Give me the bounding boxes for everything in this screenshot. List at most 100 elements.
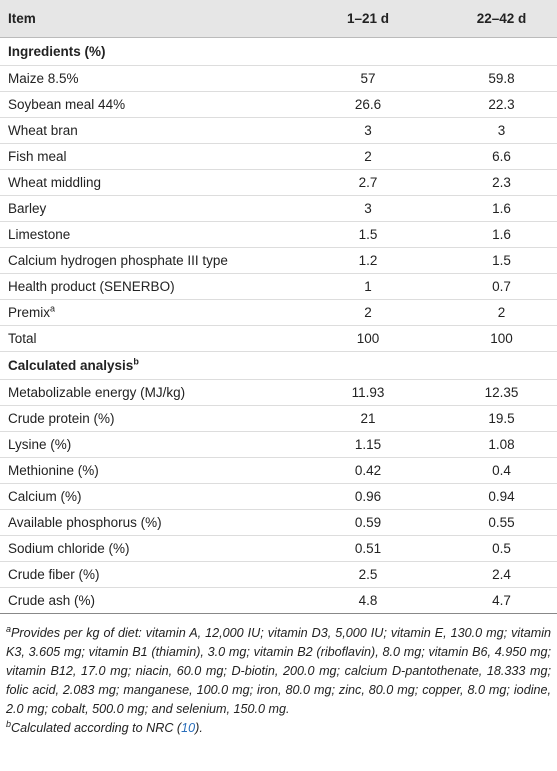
item-text: Premix xyxy=(8,305,51,320)
data-row: Barley 3 1.6 xyxy=(0,195,557,222)
item-cell: Barley xyxy=(0,195,290,222)
data-row: Wheat bran 3 3 xyxy=(0,117,557,144)
value-cell: 0.59 xyxy=(290,509,446,536)
data-row: Sodium chloride (%) 0.51 0.5 xyxy=(0,535,557,562)
section-title-text: Calculated analysis xyxy=(8,358,134,373)
item-cell: Calcium (%) xyxy=(0,483,290,510)
item-text: Wheat bran xyxy=(8,123,78,138)
footnote-marker: b xyxy=(6,718,12,729)
item-text: Crude protein (%) xyxy=(8,411,115,426)
item-cell: Methionine (%) xyxy=(0,457,290,484)
value-cell: 2.4 xyxy=(446,561,557,588)
value-cell: 6.6 xyxy=(446,143,557,170)
value-cell: 0.7 xyxy=(446,273,557,300)
header-cell: Item xyxy=(0,0,290,38)
footnote-text: ). xyxy=(195,721,203,735)
header-row: Item 1–21 d 22–42 d xyxy=(0,0,557,38)
item-text: Limestone xyxy=(8,227,71,242)
value-cell: 0.5 xyxy=(446,535,557,562)
data-row: Metabolizable energy (MJ/kg) 11.93 12.35 xyxy=(0,379,557,406)
header-cell: 22–42 d xyxy=(446,0,557,38)
footnote-marker: b xyxy=(133,356,139,367)
item-cell: Crude protein (%) xyxy=(0,405,290,432)
footnote-marker: a xyxy=(6,623,12,634)
item-cell: Wheat bran xyxy=(0,117,290,144)
section-title-text: Ingredients (%) xyxy=(8,44,106,59)
item-cell: Limestone xyxy=(0,221,290,248)
item-text: Barley xyxy=(8,201,47,216)
item-cell: Fish meal xyxy=(0,143,290,170)
item-cell: Total xyxy=(0,325,290,352)
value-cell: 0.55 xyxy=(446,509,557,536)
value-cell: 19.5 xyxy=(446,405,557,432)
item-text: Lysine (%) xyxy=(8,437,72,452)
value-cell: 100 xyxy=(290,325,446,352)
data-row: Calcium (%) 0.96 0.94 xyxy=(0,483,557,510)
data-row: Crude protein (%) 21 19.5 xyxy=(0,405,557,432)
value-cell: 1.5 xyxy=(290,221,446,248)
item-text: Maize 8.5% xyxy=(8,71,79,86)
footnote: aProvides per kg of diet: vitamin A, 12,… xyxy=(6,624,551,719)
item-text: Metabolizable energy (MJ/kg) xyxy=(8,385,186,400)
value-cell: 21 xyxy=(290,405,446,432)
data-row: Calcium hydrogen phosphate III type 1.2 1.… xyxy=(0,247,557,274)
table-body: Ingredients (%) Maize 8.5% 57 59.8 Soybean m… xyxy=(0,37,557,614)
item-text: Health product (SENERBO) xyxy=(8,279,175,294)
section-row: Ingredients (%) xyxy=(0,37,557,66)
value-cell: 2 xyxy=(446,299,557,326)
data-row: Methionine (%) 0.42 0.4 xyxy=(0,457,557,484)
value-cell: 11.93 xyxy=(290,379,446,406)
item-text: Fish meal xyxy=(8,149,67,164)
data-row: Maize 8.5% 57 59.8 xyxy=(0,65,557,92)
item-text: Wheat middling xyxy=(8,175,102,190)
value-cell: 2.7 xyxy=(290,169,446,196)
value-cell: 1.08 xyxy=(446,431,557,458)
footnote: bCalculated according to NRC (10). xyxy=(6,719,551,738)
value-cell: 2.5 xyxy=(290,561,446,588)
section-row: Calculated analysisb xyxy=(0,351,557,380)
value-cell: 0.96 xyxy=(290,483,446,510)
data-row: Crude ash (%) 4.8 4.7 xyxy=(0,587,557,614)
data-row: Crude fiber (%) 2.5 2.4 xyxy=(0,561,557,588)
data-row: Lysine (%) 1.15 1.08 xyxy=(0,431,557,458)
data-row: Limestone 1.5 1.6 xyxy=(0,221,557,248)
data-row: Fish meal 2 6.6 xyxy=(0,143,557,170)
value-cell: 26.6 xyxy=(290,91,446,118)
item-text: Soybean meal 44% xyxy=(8,97,126,112)
item-text: Available phosphorus (%) xyxy=(8,515,162,530)
item-cell: Maize 8.5% xyxy=(0,65,290,92)
value-cell: 0.42 xyxy=(290,457,446,484)
section-title: Calculated analysisb xyxy=(0,351,557,380)
item-cell: Metabolizable energy (MJ/kg) xyxy=(0,379,290,406)
item-cell: Wheat middling xyxy=(0,169,290,196)
value-cell: 57 xyxy=(290,65,446,92)
item-text: Total xyxy=(8,331,37,346)
footnote-text: Calculated according to NRC ( xyxy=(11,721,182,735)
diet-table: Item 1–21 d 22–42 d Ingredients (%) Maize… xyxy=(0,0,557,614)
data-row: Soybean meal 44% 26.6 22.3 xyxy=(0,91,557,118)
value-cell: 4.7 xyxy=(446,587,557,614)
item-cell: Lysine (%) xyxy=(0,431,290,458)
value-cell: 2 xyxy=(290,143,446,170)
value-cell: 22.3 xyxy=(446,91,557,118)
value-cell: 1.6 xyxy=(446,221,557,248)
value-cell: 4.8 xyxy=(290,587,446,614)
item-cell: Calcium hydrogen phosphate III type xyxy=(0,247,290,274)
value-cell: 2 xyxy=(290,299,446,326)
value-cell: 3 xyxy=(290,117,446,144)
value-cell: 12.35 xyxy=(446,379,557,406)
item-text: Sodium chloride (%) xyxy=(8,541,130,556)
item-cell: Health product (SENERBO) xyxy=(0,273,290,300)
data-row: Available phosphorus (%) 0.59 0.55 xyxy=(0,509,557,536)
data-row: Total 100 100 xyxy=(0,325,557,352)
data-row: Wheat middling 2.7 2.3 xyxy=(0,169,557,196)
value-cell: 1.15 xyxy=(290,431,446,458)
value-cell: 2.3 xyxy=(446,169,557,196)
value-cell: 100 xyxy=(446,325,557,352)
value-cell: 3 xyxy=(446,117,557,144)
reference-link[interactable]: 10 xyxy=(181,721,196,735)
value-cell: 3 xyxy=(290,195,446,222)
data-row: Health product (SENERBO) 1 0.7 xyxy=(0,273,557,300)
value-cell: 1.2 xyxy=(290,247,446,274)
item-text: Calcium hydrogen phosphate III type xyxy=(8,253,228,268)
